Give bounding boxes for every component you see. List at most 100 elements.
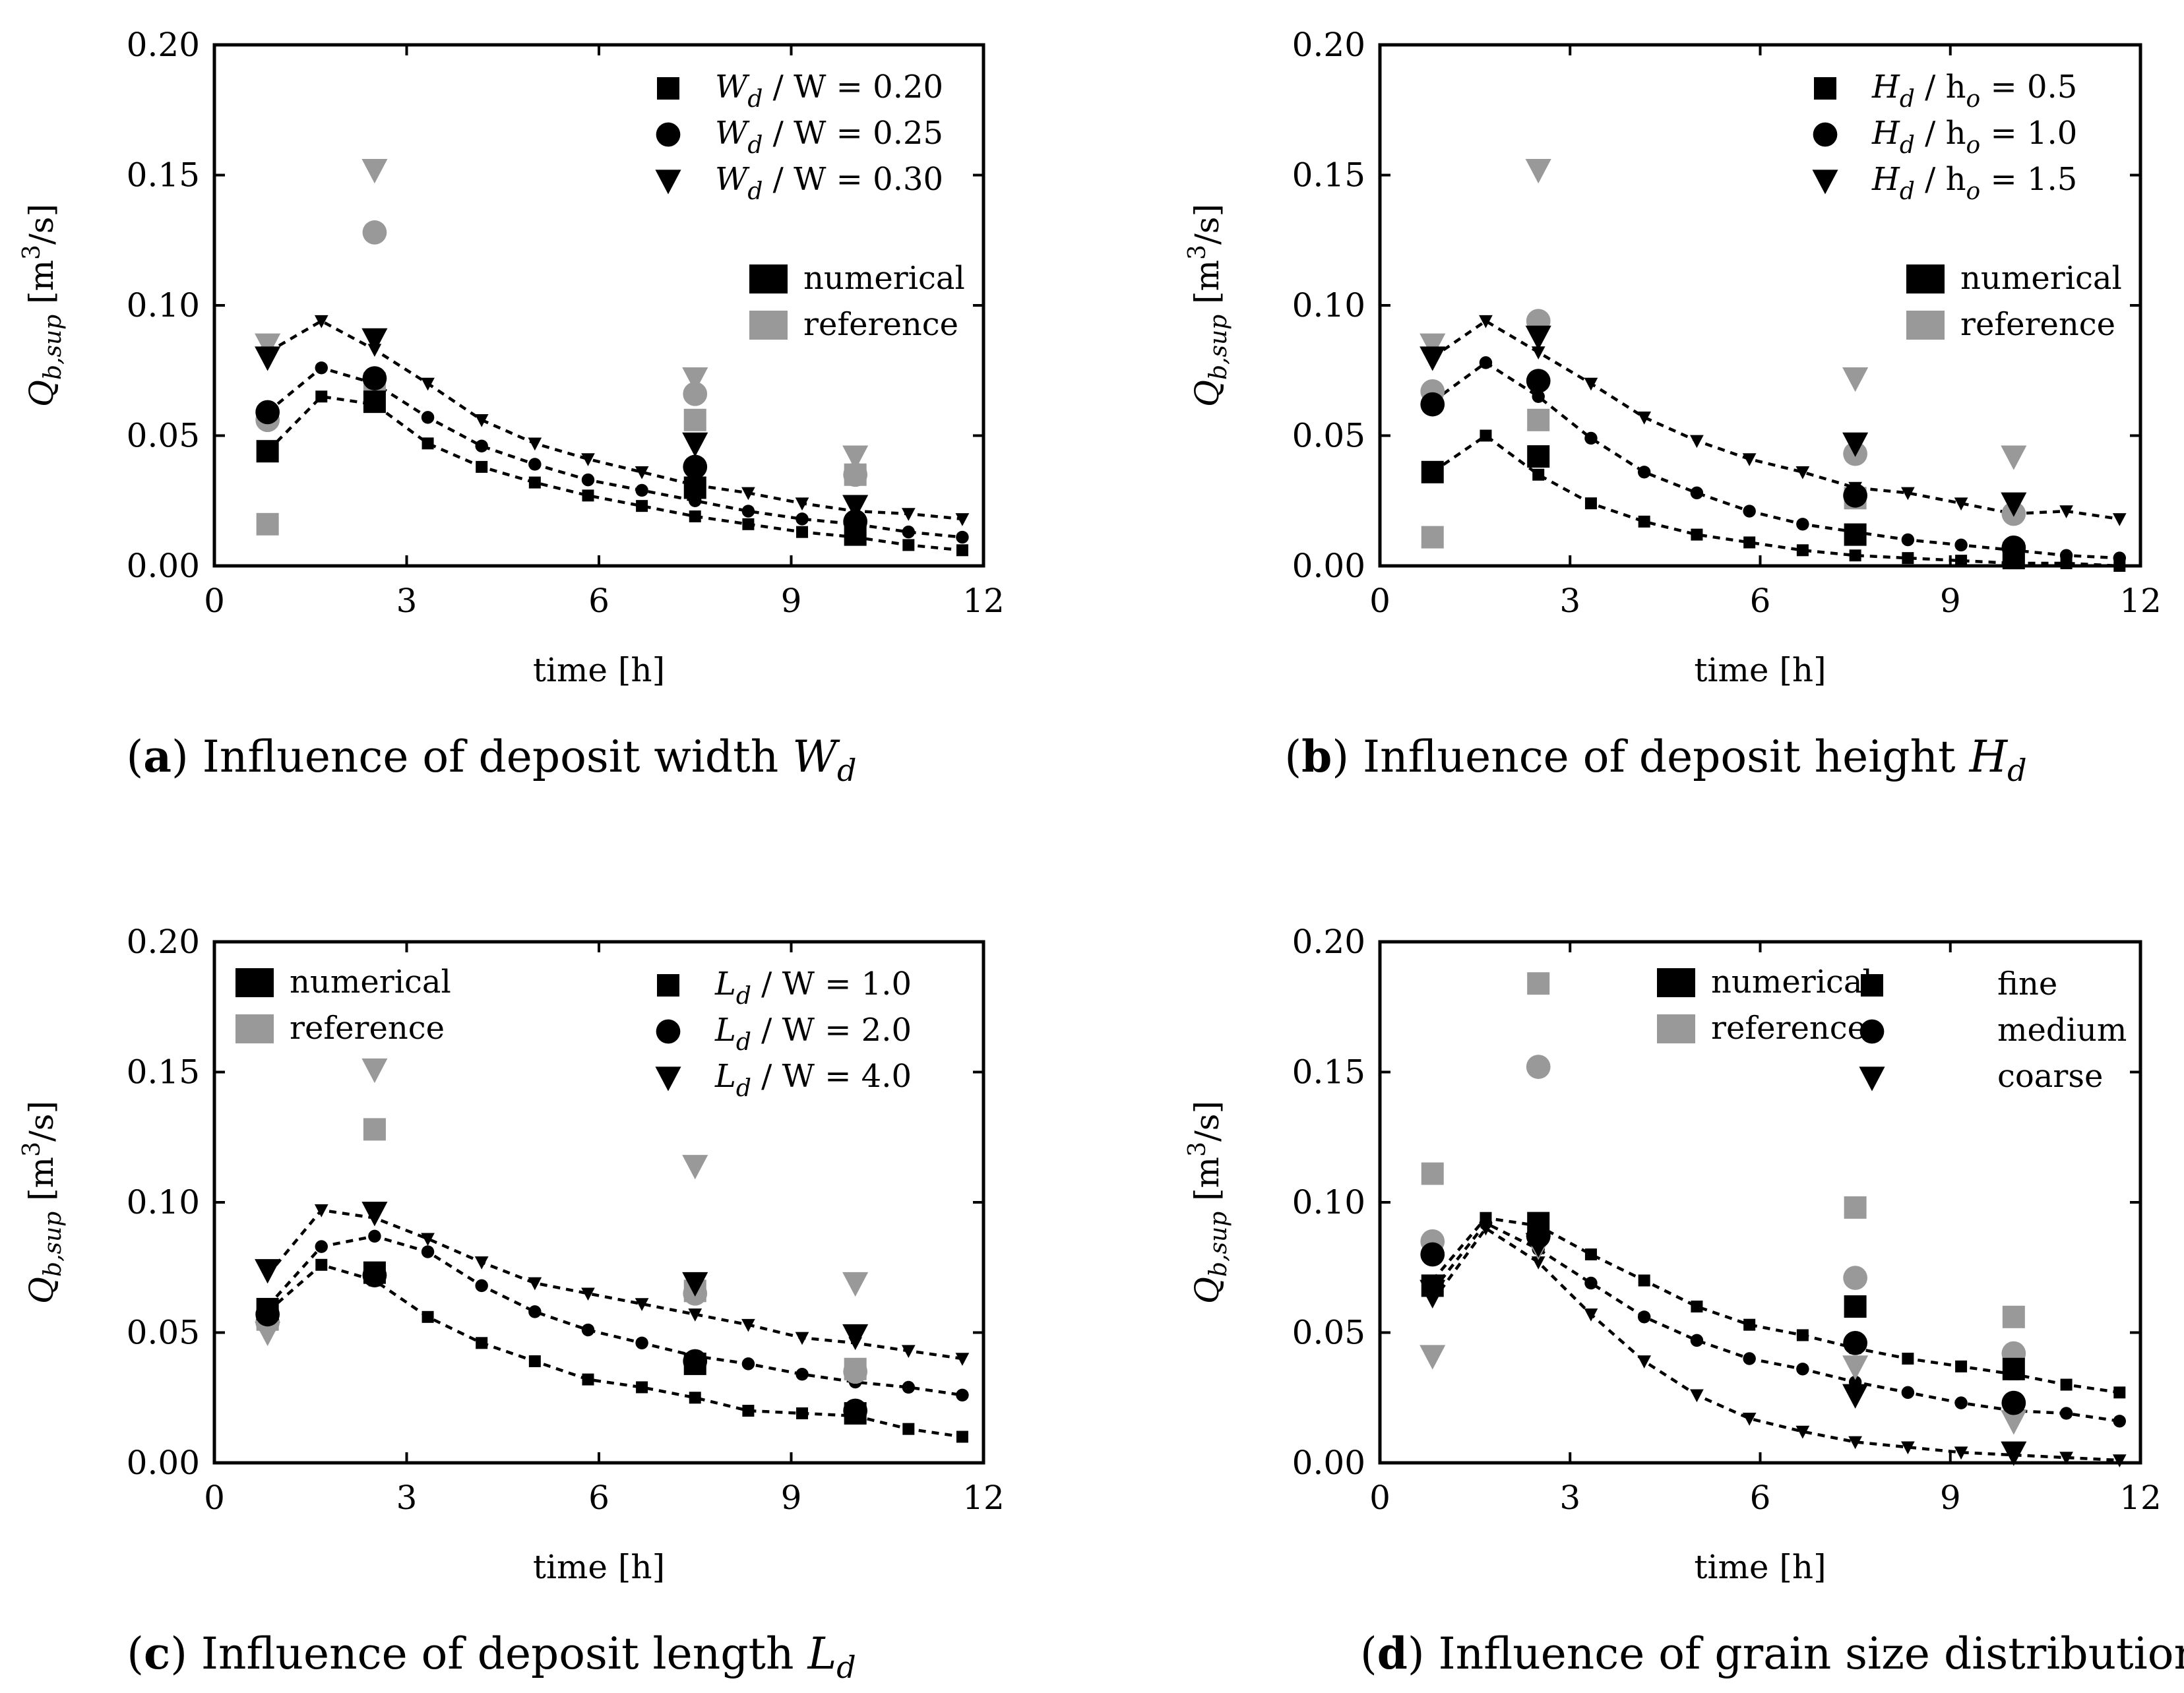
- numerical-point-circle: [362, 366, 387, 390]
- legend-label-circle: Hd / ho = 1.0: [1871, 115, 2077, 159]
- reference-point-square: [1844, 1196, 1867, 1219]
- numerical-line-point-triangle: [1637, 1355, 1652, 1369]
- numerical-line-point-square: [1584, 1248, 1597, 1260]
- y-tick-label: 0.00: [1292, 1444, 1365, 1482]
- numerical-line-point-triangle: [2059, 1452, 2073, 1465]
- legend-marker-circle: [656, 1019, 681, 1044]
- numerical-line-point-square: [1796, 544, 1809, 557]
- numerical-point-square: [683, 476, 706, 499]
- numerical-line-point-square: [902, 1423, 915, 1435]
- numerical-line-point-triangle: [1901, 1441, 1915, 1455]
- reference-point-square: [1527, 408, 1550, 431]
- numerical-line-point-square: [796, 526, 809, 538]
- legend-swatch-numerical: [1657, 968, 1695, 997]
- numerical-line-point-square: [1638, 1274, 1650, 1287]
- numerical-line-point-triangle: [2112, 513, 2127, 526]
- legend-marker-square: [657, 77, 679, 100]
- numerical-line-point-square: [1743, 1318, 1756, 1331]
- numerical-line-point-square: [1743, 536, 1756, 549]
- numerical-line-point-triangle: [901, 1345, 916, 1359]
- numerical-line-point-circle: [2059, 1407, 2073, 1420]
- numerical-line-point-triangle: [955, 513, 970, 526]
- numerical-line-point-square: [2113, 1386, 2126, 1399]
- numerical-point-triangle: [361, 328, 388, 353]
- legend-marker-circle: [656, 122, 681, 147]
- x-tick-label: 3: [1559, 1479, 1580, 1517]
- legend-label-square: Wd / W = 0.20: [715, 69, 943, 113]
- numerical-line-point-triangle: [1531, 1256, 1545, 1270]
- numerical-line-point-circle: [902, 1380, 916, 1394]
- legend-label-triangle: Wd / W = 0.30: [715, 161, 943, 205]
- panel-caption: (d) Influence of grain size distribution: [1360, 1628, 2184, 1679]
- numerical-line-point-triangle: [1954, 497, 1968, 511]
- x-tick-label: 0: [204, 582, 225, 620]
- numerical-line-point-circle: [368, 1229, 381, 1243]
- numerical-line-point-circle: [1479, 356, 1493, 369]
- numerical-line-point-circle: [315, 1240, 328, 1253]
- reference-point-square: [2002, 1305, 2025, 1328]
- numerical-line-point-circle: [1796, 518, 1809, 531]
- numerical-line-point-circle: [741, 505, 755, 518]
- y-tick-label: 0.20: [127, 923, 200, 961]
- x-tick-label: 0: [1369, 582, 1390, 620]
- numerical-line-point-triangle: [1795, 466, 1810, 479]
- numerical-line-point-square: [1796, 1329, 1809, 1341]
- x-tick-label: 9: [1940, 582, 1961, 620]
- legend-label-circle: Wd / W = 0.25: [715, 115, 943, 159]
- y-axis-label: Qb,sup [m3/s]: [1184, 1101, 1232, 1304]
- y-tick-label: 0.20: [1292, 923, 1365, 961]
- x-tick-label: 0: [204, 1479, 225, 1517]
- numerical-point-triangle: [2001, 1441, 2027, 1466]
- x-tick-label: 3: [396, 1479, 418, 1517]
- x-tick-label: 0: [1369, 1479, 1390, 1517]
- y-tick-label: 0.05: [127, 1314, 200, 1352]
- numerical-line-point-circle: [1637, 466, 1651, 479]
- numerical-line-point-square: [582, 489, 594, 502]
- legend-label-triangle: coarse: [1997, 1058, 2103, 1095]
- y-tick-label: 0.10: [127, 286, 200, 324]
- numerical-line-point-square: [902, 539, 915, 551]
- numerical-line-point-circle: [1796, 1363, 1809, 1376]
- numerical-point-circle: [843, 509, 868, 534]
- numerical-point-circle: [362, 1263, 387, 1287]
- numerical-line-point-circle: [902, 525, 916, 539]
- panel-caption: (a) Influence of deposit width Wd: [127, 731, 857, 788]
- numerical-point-square: [1844, 1295, 1867, 1318]
- numerical-line-circle: [1431, 1221, 2120, 1423]
- legend-label-reference: reference: [803, 306, 958, 343]
- legend-marker-square: [657, 974, 679, 997]
- numerical-line-point-triangle: [2059, 505, 2073, 518]
- numerical-line-point-circle: [1743, 1352, 1756, 1365]
- x-tick-label: 6: [1750, 1479, 1771, 1517]
- panel-a: 0 3 6 9 12 0.00 0.05 0.10 0.15 0.20 time [h] Qb,sup…: [18, 26, 1005, 788]
- numerical-point-circle: [1843, 1330, 1867, 1355]
- numerical-line-point-square: [582, 1373, 594, 1386]
- numerical-line-point-circle: [2113, 1415, 2127, 1428]
- numerical-line-point-circle: [796, 512, 809, 526]
- reference-point-triangle: [1420, 333, 1446, 358]
- x-tick-label: 12: [2119, 1479, 2162, 1517]
- numerical-line-point-square: [315, 1258, 328, 1271]
- numerical-point-triangle: [2001, 492, 2027, 517]
- numerical-line-point-square: [1480, 429, 1492, 442]
- numerical-point-circle: [2001, 1390, 2026, 1415]
- y-tick-label: 0.05: [1292, 1314, 1365, 1352]
- legend-marker-triangle: [1812, 169, 1838, 195]
- x-tick-label: 9: [1940, 1479, 1961, 1517]
- reference-point-triangle: [255, 333, 281, 358]
- reference-point-triangle: [1842, 1355, 1869, 1380]
- numerical-line-point-square: [1638, 515, 1650, 528]
- reference-point-square: [683, 408, 706, 431]
- numerical-line-point-square: [476, 1337, 488, 1349]
- numerical-line-point-circle: [421, 411, 435, 424]
- numerical-line-point-triangle: [635, 1298, 649, 1311]
- legend-swatch-numerical: [1906, 264, 1945, 293]
- numerical-line-point-triangle: [1479, 315, 1493, 328]
- legend-marker-circle: [1859, 1019, 1885, 1044]
- numerical-line-point-circle: [581, 473, 595, 487]
- x-axis-label: time [h]: [533, 1548, 665, 1586]
- x-axis-label: time [h]: [1694, 651, 1826, 689]
- numerical-line-point-square: [1849, 549, 1861, 562]
- numerical-line-point-circle: [796, 1367, 809, 1381]
